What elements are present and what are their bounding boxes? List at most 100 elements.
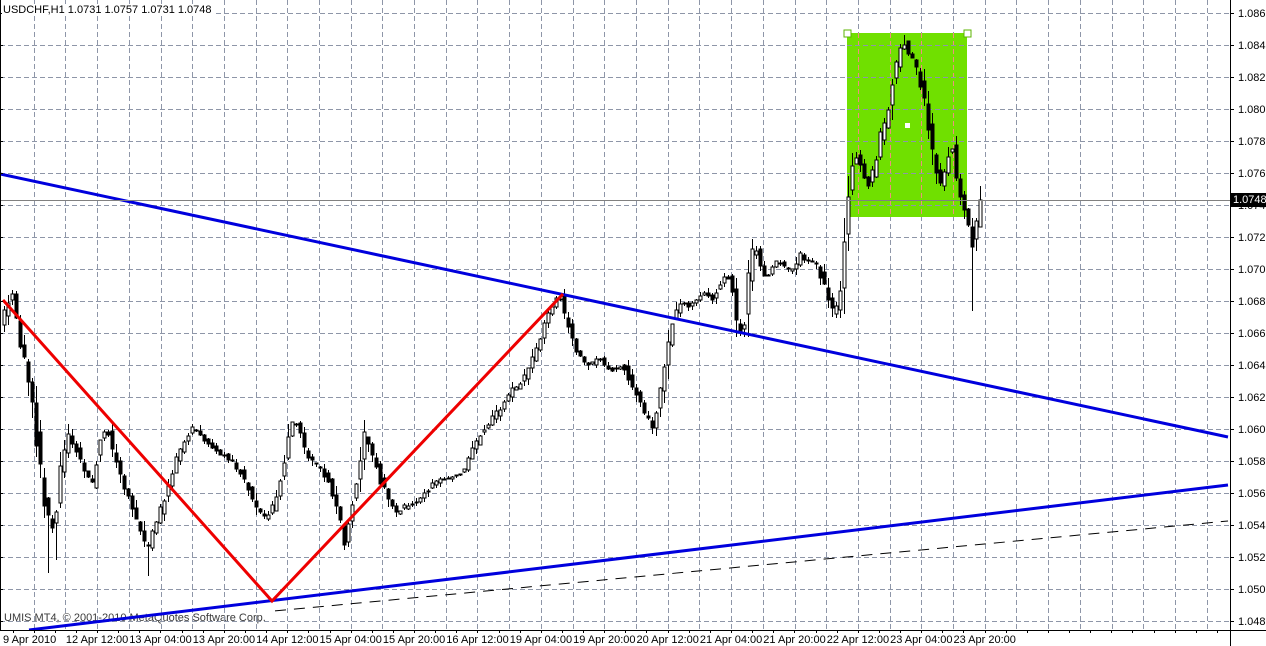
grid <box>0 0 1230 630</box>
candle <box>842 218 847 314</box>
rect-handle-topleft[interactable] <box>843 29 852 38</box>
candle <box>614 365 619 372</box>
candle <box>626 360 631 385</box>
zigzag-line[interactable] <box>1 292 565 604</box>
trendline-upper-descending[interactable] <box>0 172 1229 439</box>
candle <box>346 522 351 547</box>
candle <box>54 510 59 560</box>
candle <box>650 417 655 434</box>
candle <box>154 521 159 535</box>
candle <box>662 364 667 403</box>
candle <box>566 312 571 333</box>
candle <box>342 525 347 550</box>
candle <box>462 468 467 473</box>
candle <box>922 69 927 106</box>
candle <box>518 382 523 390</box>
candle <box>370 442 375 462</box>
candle <box>466 456 471 472</box>
candle <box>2 306 7 332</box>
candle <box>642 400 647 415</box>
candle <box>762 261 767 277</box>
candle <box>714 289 719 304</box>
candle <box>750 239 755 291</box>
candle <box>150 529 155 551</box>
candle <box>482 425 487 435</box>
candle <box>458 473 463 476</box>
candle <box>254 493 259 515</box>
candle <box>954 136 959 181</box>
candle <box>894 60 899 84</box>
candle <box>862 159 867 179</box>
price-axis[interactable]: 1.0865 1.0845 1.0825 1.0805 1.0785 1.0765 1.07… <box>1230 8 1266 628</box>
candle <box>486 423 491 429</box>
candle <box>678 299 683 317</box>
candle <box>586 362 591 370</box>
time-axis-label: 19 Apr 04:00 <box>510 634 572 646</box>
price-axis-label: 1.0525 <box>1238 552 1266 564</box>
candle <box>646 411 651 420</box>
candle <box>882 118 887 145</box>
trendline-lower-ascending[interactable] <box>28 483 1229 632</box>
candle <box>238 469 243 477</box>
candle <box>414 498 419 506</box>
candle <box>726 275 731 280</box>
candle <box>366 436 371 452</box>
candle <box>658 387 663 417</box>
candle <box>522 369 527 386</box>
candle <box>826 278 831 308</box>
price-axis-label: 1.0685 <box>1238 296 1266 308</box>
candle <box>398 510 403 515</box>
price-axis-label: 1.0565 <box>1238 488 1266 500</box>
price-axis-label: 1.0485 <box>1238 616 1266 628</box>
candle <box>470 441 475 460</box>
support-dashed-trendline[interactable] <box>274 520 1229 612</box>
time-axis[interactable]: 9 Apr 2010 12 Apr 12:00 13 Apr 04:00 13 Apr… <box>3 630 1218 646</box>
candle <box>538 338 543 352</box>
candle <box>190 424 195 435</box>
rect-handle-topright[interactable] <box>963 29 972 38</box>
rect-handle-center[interactable] <box>905 123 910 128</box>
candle <box>106 430 111 437</box>
candle <box>506 393 511 402</box>
candle <box>102 430 107 441</box>
candle <box>958 174 963 205</box>
price-axis-label: 1.0865 <box>1238 8 1266 20</box>
candle <box>838 281 843 318</box>
candle <box>490 410 495 426</box>
candle <box>758 246 763 271</box>
candle <box>478 435 483 446</box>
candle <box>494 405 499 423</box>
candle <box>770 265 775 276</box>
candle <box>710 293 715 304</box>
candle <box>950 148 955 154</box>
time-axis-bg <box>0 631 1266 646</box>
candle <box>66 424 71 458</box>
candle <box>174 453 179 474</box>
candle <box>258 508 263 514</box>
candle <box>74 441 79 457</box>
time-axis-label: 16 Apr 12:00 <box>446 634 508 646</box>
candle <box>126 488 131 499</box>
candle <box>910 52 915 59</box>
candle <box>30 378 35 418</box>
candle <box>946 147 951 176</box>
candle <box>570 319 575 346</box>
candle <box>918 68 923 90</box>
candle <box>130 493 135 517</box>
candle <box>618 366 623 370</box>
price-axis-label: 1.0505 <box>1238 584 1266 596</box>
candle <box>766 274 771 277</box>
candle <box>706 288 711 298</box>
candle <box>782 260 787 268</box>
candle <box>42 468 47 518</box>
candle <box>6 295 11 325</box>
candle <box>262 510 267 519</box>
candle <box>214 443 219 454</box>
candle <box>822 264 827 285</box>
candle <box>410 501 415 507</box>
price-axis-label: 1.0805 <box>1238 104 1266 116</box>
candle <box>690 301 695 310</box>
candle <box>610 367 615 372</box>
